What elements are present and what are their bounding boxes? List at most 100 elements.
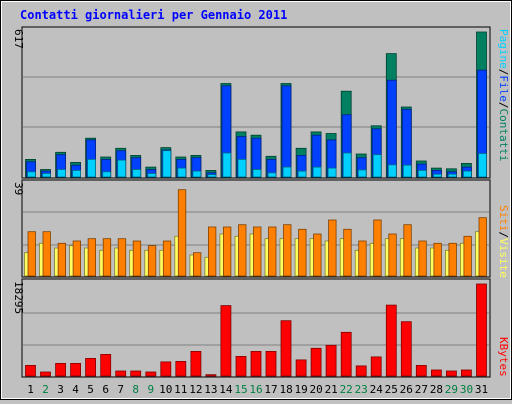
bottom-panel-legend: KBytes [497, 337, 510, 377]
day-label-27: 27 [415, 383, 428, 396]
chart-title: Contatti giornalieri per Gennaio 2011 [20, 8, 287, 22]
top-bar-pagine-day-29 [447, 173, 457, 178]
bottom-bar-kbytes-day-1 [25, 364, 36, 377]
middle-axis-max-label: 39 [12, 182, 25, 195]
bottom-bar-kbytes-day-7 [115, 370, 127, 377]
day-label-30: 30 [460, 383, 473, 396]
bottom-bar-kbytes-day-27 [415, 364, 427, 377]
day-label-7: 7 [117, 383, 124, 396]
top-bar-pagine-day-19 [297, 170, 307, 178]
day-label-6: 6 [102, 383, 109, 396]
middle-bar-siti-day-26 [403, 224, 412, 277]
day-label-2: 2 [42, 383, 49, 396]
top-bar-pagine-day-27 [417, 169, 427, 178]
middle-bar-siti-day-19 [298, 228, 307, 277]
top-bar-pagine-day-21 [327, 167, 337, 178]
top-bar-pagine-day-23 [357, 169, 367, 178]
bottom-bar-kbytes-day-6 [100, 353, 112, 377]
middle-bar-siti-day-31 [478, 217, 487, 277]
middle-legend-part-1: / [497, 232, 510, 239]
middle-bar-siti-day-21 [328, 219, 337, 277]
bottom-bar-kbytes-day-2 [40, 371, 51, 377]
bottom-bar-kbytes-day-9 [145, 371, 157, 377]
bottom-bar-kbytes-day-28 [430, 369, 442, 377]
top-bar-file-day-18 [281, 85, 292, 178]
middle-bar-siti-day-10 [162, 240, 172, 277]
top-bar-pagine-day-4 [72, 169, 81, 178]
top-bar-pagine-day-11 [177, 167, 187, 178]
bottom-bar-kbytes-day-15 [235, 355, 247, 377]
bottom-bar-kbytes-day-17 [265, 350, 277, 377]
top-axis-max-label: 617 [12, 29, 25, 49]
top-bar-pagine-day-7 [117, 159, 127, 178]
top-bar-file-day-25 [386, 79, 397, 178]
bottom-bar-kbytes-day-8 [130, 370, 142, 377]
middle-bar-siti-day-28 [433, 242, 442, 277]
day-label-31: 31 [475, 383, 488, 396]
bottom-bar-kbytes-day-4 [70, 362, 81, 377]
day-label-23: 23 [355, 383, 368, 396]
middle-panel-bars [24, 189, 487, 277]
day-label-10: 10 [159, 383, 172, 396]
day-label-18: 18 [279, 383, 292, 396]
bottom-bar-kbytes-day-20 [310, 347, 322, 377]
middle-bar-siti-day-7 [117, 238, 127, 277]
top-bar-pagine-day-24 [372, 154, 382, 178]
bottom-bar-kbytes-day-23 [355, 365, 367, 377]
middle-bar-siti-day-25 [388, 233, 397, 277]
bottom-bar-kbytes-day-13 [205, 374, 217, 377]
bottom-bar-kbytes-day-19 [295, 359, 307, 377]
day-label-4: 4 [72, 383, 79, 396]
day-label-1: 1 [27, 383, 34, 396]
middle-bar-siti-day-30 [463, 235, 472, 277]
day-label-26: 26 [400, 383, 413, 396]
middle-bar-siti-day-6 [102, 238, 112, 277]
top-legend-part-0: Pagine [497, 29, 510, 69]
top-legend-part-3: / [497, 102, 510, 109]
top-legend-part-1: / [497, 69, 510, 76]
day-label-19: 19 [294, 383, 307, 396]
top-bar-pagine-day-28 [432, 173, 442, 178]
day-label-5: 5 [87, 383, 94, 396]
middle-bar-siti-day-9 [147, 245, 157, 277]
day-label-20: 20 [309, 383, 322, 396]
middle-bar-siti-day-3 [57, 242, 66, 277]
top-bar-pagine-day-30 [462, 170, 472, 178]
bottom-bar-kbytes-day-24 [370, 356, 382, 377]
top-bar-pagine-day-3 [57, 169, 66, 178]
middle-bar-siti-day-11 [177, 189, 187, 277]
middle-bar-siti-day-12 [192, 252, 202, 277]
day-label-16: 16 [249, 383, 262, 396]
middle-legend-part-0: Siti [497, 205, 510, 232]
bottom-bar-kbytes-day-14 [220, 305, 232, 377]
top-bar-pagine-day-18 [282, 166, 292, 178]
day-label-9: 9 [147, 383, 154, 396]
middle-bar-siti-day-23 [358, 240, 367, 277]
day-label-24: 24 [370, 383, 384, 396]
middle-bar-siti-day-1 [27, 231, 36, 277]
middle-bar-siti-day-2 [42, 231, 51, 277]
middle-panel: 39 Siti/Visite [12, 179, 510, 278]
top-bar-pagine-day-14 [222, 152, 232, 178]
day-label-15: 15 [234, 383, 247, 396]
top-bar-pagine-day-31 [478, 153, 487, 178]
day-label-3: 3 [57, 383, 64, 396]
bottom-bar-kbytes-day-3 [55, 362, 66, 377]
day-label-8: 8 [132, 383, 139, 396]
middle-bar-siti-day-4 [72, 240, 81, 277]
top-panel-bars [25, 31, 487, 178]
day-label-29: 29 [445, 383, 458, 396]
middle-bar-siti-day-29 [448, 242, 457, 277]
day-label-11: 11 [174, 383, 187, 396]
top-bar-pagine-day-20 [312, 166, 322, 178]
top-bar-pagine-day-13 [207, 174, 217, 178]
bottom-bar-kbytes-day-5 [85, 357, 96, 377]
bottom-bar-kbytes-day-11 [175, 360, 187, 377]
middle-bar-siti-day-22 [343, 228, 352, 277]
day-label-13: 13 [204, 383, 217, 396]
top-bar-pagine-day-15 [237, 158, 247, 178]
top-bar-pagine-day-22 [342, 152, 352, 178]
top-bar-pagine-day-16 [252, 169, 262, 178]
